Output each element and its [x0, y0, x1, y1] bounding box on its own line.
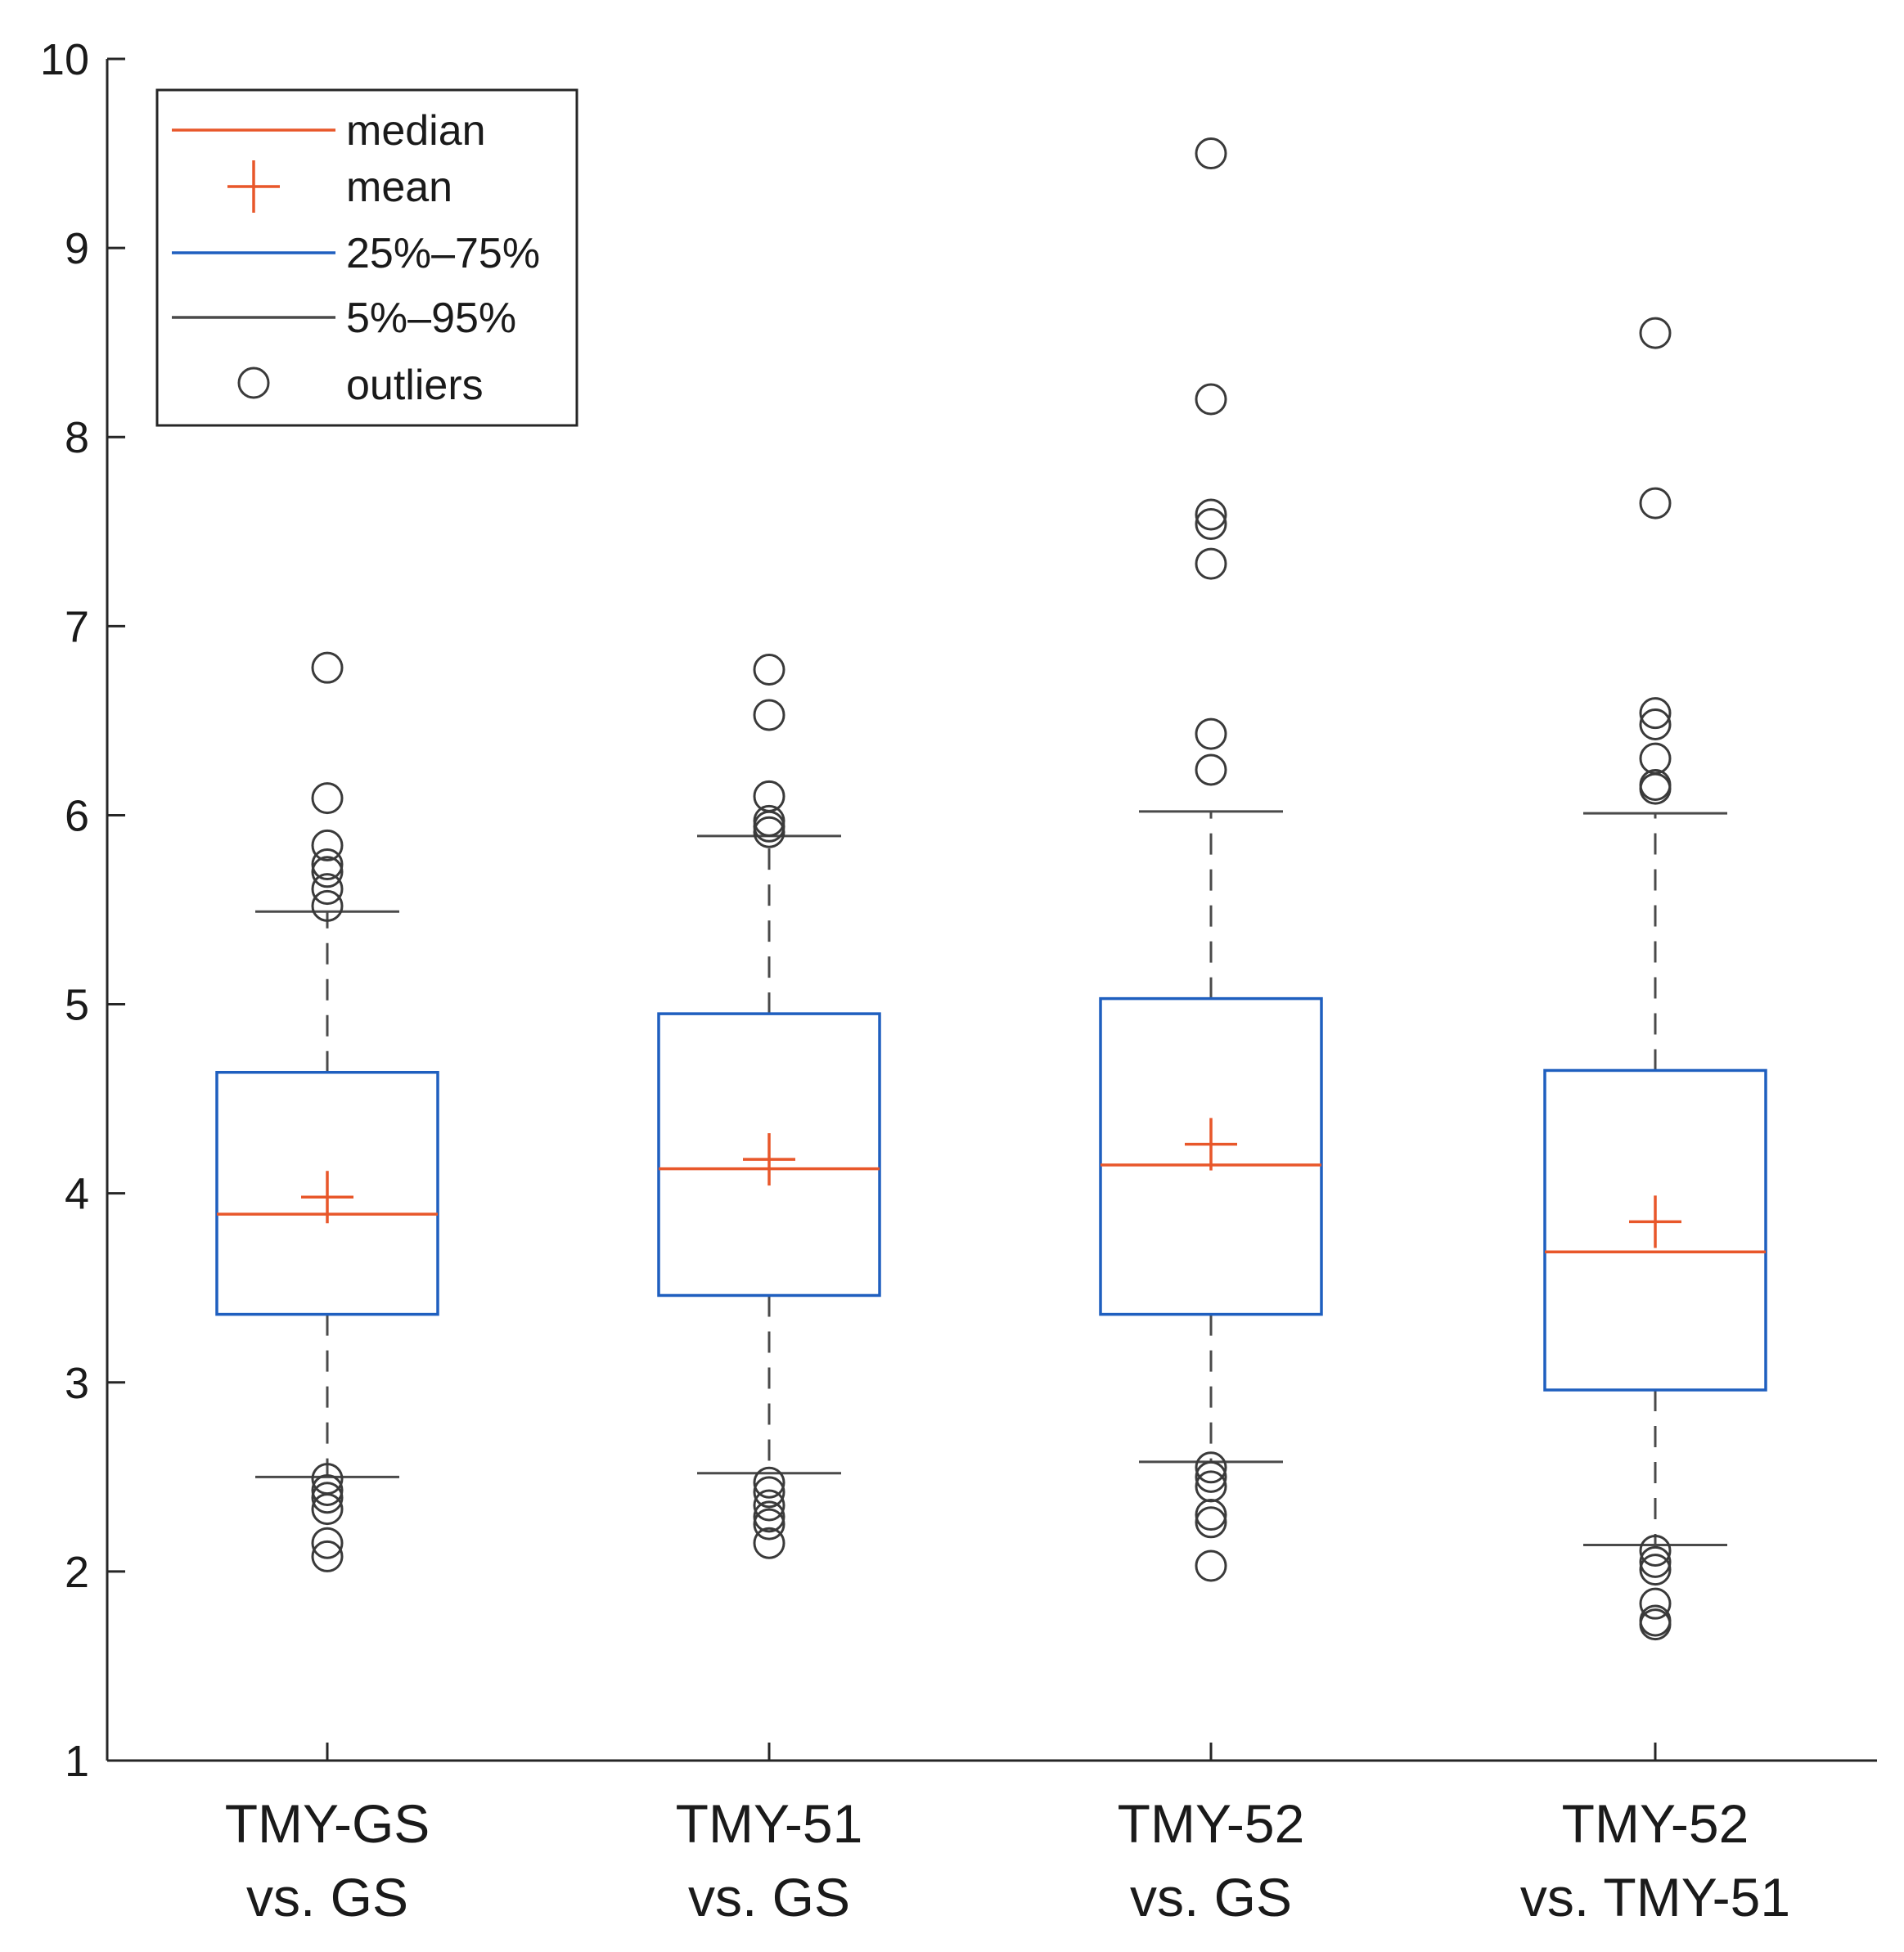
outlier-point: [1195, 508, 1227, 541]
iqr-box: [1543, 1068, 1767, 1392]
outlier-point: [1195, 753, 1227, 786]
outlier-point: [1195, 717, 1227, 750]
outlier-point: [311, 1482, 344, 1514]
x-category-label: vs. TMY-51: [1520, 1867, 1790, 1927]
outlier-point: [1195, 1549, 1227, 1582]
iqr-box: [1099, 996, 1323, 1316]
outlier-point: [311, 848, 344, 881]
x-category-label: vs. GS: [1130, 1867, 1292, 1927]
x-category-label: TMY-52: [1562, 1793, 1749, 1854]
outlier-point: [1195, 1506, 1227, 1539]
iqr-box: [215, 1071, 439, 1316]
outlier-point: [1195, 1451, 1227, 1484]
outlier-point: [311, 889, 344, 922]
outlier-point: [1639, 1545, 1672, 1578]
outlier-point: [311, 829, 344, 861]
outlier-point: [1639, 1608, 1672, 1641]
y-tick-label: 6: [65, 791, 89, 840]
outlier-point: [1195, 547, 1227, 580]
y-tick-label: 1: [65, 1737, 89, 1786]
legend-label: 5%–95%: [346, 295, 516, 342]
box-group: [1099, 137, 1323, 1582]
outlier-point: [753, 816, 785, 848]
legend: median mean 25%–75% 5%–95% outliers: [155, 88, 578, 427]
outlier-point: [1195, 498, 1227, 531]
outlier-point: [1639, 1587, 1672, 1620]
outlier-point: [753, 1500, 785, 1533]
outlier-point: [753, 653, 785, 686]
box-group: [657, 653, 881, 1559]
y-tick-label: 4: [65, 1170, 89, 1219]
outlier-point: [1639, 317, 1672, 349]
y-tick-label: 10: [40, 35, 89, 84]
outlier-point: [311, 1474, 344, 1507]
box-group: [215, 651, 439, 1572]
axes: 1 2 3 4 5 6 7 8 9 10 TMY-GS vs. GS TMY-51 vs. GS TMY-5…: [40, 35, 1877, 1927]
outlier-point: [1639, 1554, 1672, 1586]
outlier-point: [753, 1466, 785, 1499]
y-tick-label: 8: [65, 413, 89, 462]
outlier-point: [1639, 487, 1672, 519]
outlier-point: [1639, 697, 1672, 730]
y-tick-label: 3: [65, 1359, 89, 1408]
y-tick-label: 2: [65, 1548, 89, 1597]
y-tick-label: 9: [65, 224, 89, 273]
x-category-label: vs. GS: [688, 1867, 850, 1927]
outlier-point: [311, 873, 344, 906]
outlier-point: [753, 1508, 785, 1540]
legend-box: [155, 88, 578, 427]
y-tick-label: 5: [65, 981, 89, 1030]
legend-label: median: [346, 107, 486, 155]
outlier-point: [753, 1489, 785, 1522]
outlier-point: [311, 782, 344, 815]
legend-label: mean: [346, 164, 452, 211]
legend-label: outliers: [346, 362, 484, 409]
x-category-label: TMY-52: [1118, 1793, 1305, 1854]
x-category-label: TMY-GS: [225, 1793, 430, 1854]
outlier-point: [1195, 1499, 1227, 1531]
outlier-point: [311, 856, 344, 888]
box-group: [1543, 317, 1767, 1641]
outlier-point: [753, 1527, 785, 1559]
y-tick-label: 7: [65, 602, 89, 651]
outlier-point: [1195, 383, 1227, 416]
legend-label: 25%–75%: [346, 230, 540, 277]
outlier-point: [311, 1540, 344, 1572]
outlier-point: [1195, 137, 1227, 170]
outlier-point: [311, 1527, 344, 1559]
x-category-label: TMY-51: [676, 1793, 863, 1854]
outlier-point: [311, 651, 344, 684]
x-category-label: vs. GS: [246, 1867, 408, 1927]
outlier-point: [753, 1476, 785, 1509]
boxes: [215, 137, 1767, 1641]
legend-swatch-circle: [237, 367, 270, 399]
outlier-point: [311, 1493, 344, 1526]
outlier-point: [1639, 742, 1672, 775]
outlier-point: [1639, 708, 1672, 741]
iqr-box: [657, 1012, 881, 1298]
outlier-point: [1639, 1534, 1672, 1567]
outlier-point: [753, 699, 785, 731]
outlier-point: [1195, 1460, 1227, 1493]
outlier-point: [1639, 772, 1672, 805]
